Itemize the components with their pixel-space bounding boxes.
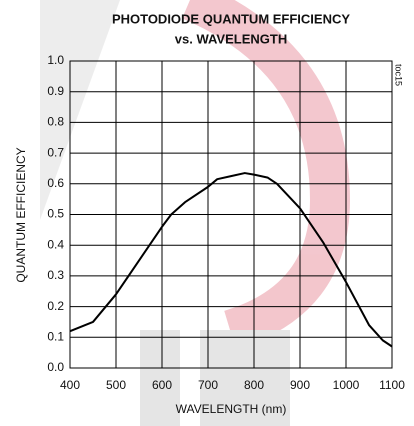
x-tick-label: 1100 bbox=[379, 378, 405, 392]
x-tick-label: 500 bbox=[106, 378, 126, 392]
y-tick-label: 0.9 bbox=[47, 84, 64, 98]
data-line bbox=[69, 172, 393, 348]
y-tick-label: 0.1 bbox=[47, 329, 64, 343]
y-tick-label: 0.2 bbox=[47, 299, 64, 313]
x-tick-label: 900 bbox=[290, 378, 310, 392]
chart-title: PHOTODIODE QUANTUM EFFICIENCY bbox=[112, 11, 350, 26]
y-tick-label: 0.6 bbox=[47, 176, 64, 190]
chart-subtitle: vs. WAVELENGTH bbox=[175, 31, 287, 46]
x-tick-label: 1000 bbox=[333, 378, 360, 392]
y-tick-label: 1.0 bbox=[47, 53, 64, 67]
y-tick-label: 0.5 bbox=[47, 207, 64, 221]
watermark bbox=[40, 0, 351, 426]
x-tick-label: 400 bbox=[60, 378, 80, 392]
plot-frame bbox=[69, 60, 393, 369]
y-tick-label: 0.0 bbox=[47, 360, 64, 374]
x-axis-label: WAVELENGTH (nm) bbox=[176, 402, 287, 416]
x-tick-label: 800 bbox=[244, 378, 264, 392]
y-tick-label: 0.4 bbox=[47, 237, 64, 251]
y-tick-label: 0.7 bbox=[47, 145, 64, 159]
x-tick-label: 700 bbox=[198, 378, 218, 392]
x-tick-label: 600 bbox=[152, 378, 172, 392]
y-tick-label: 0.8 bbox=[47, 115, 64, 129]
annotation: toc15 bbox=[394, 64, 404, 86]
y-tick-label: 0.3 bbox=[47, 268, 64, 282]
y-axis-label: QUANTUM EFFICIENCY bbox=[14, 147, 28, 282]
